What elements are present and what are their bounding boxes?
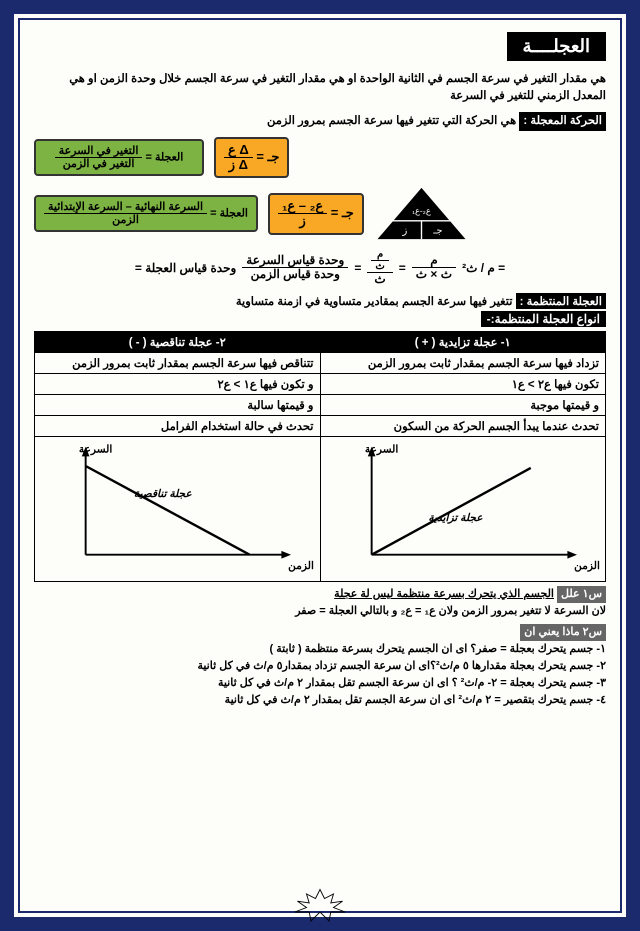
f1o-prefix: جـ = bbox=[256, 149, 279, 164]
r3c1: و قيمتها موجبة bbox=[320, 394, 606, 415]
tri-left: ز bbox=[401, 226, 407, 237]
question-2: س٢ ماذا يعني ان ١- جسم يتحرك بعجلة = صفر… bbox=[34, 624, 606, 709]
formula1-orange: جـ = Δ ع Δ ز bbox=[214, 137, 289, 179]
unit-label: وحدة قياس العجلة = bbox=[135, 261, 236, 275]
formula1-prefix: العجلة = bbox=[145, 151, 183, 163]
r1c2: تتناقص فيها سرعة الجسم بمقدار ثابت بمرور… bbox=[35, 352, 321, 373]
r3c2: و قيمتها سالبة bbox=[35, 394, 321, 415]
q2-4: ٤- جسم يتحرك بتقصير = ٢ م/ث² اى ان سرعة … bbox=[225, 694, 606, 706]
page: العجلــــة هي مقدار التغير في سرعة الجسم… bbox=[0, 0, 640, 931]
r2c1: تكون فيها ع٢ > ع١ bbox=[320, 373, 606, 394]
f2g-prefix: العجلة = bbox=[210, 208, 248, 220]
uf3d: ث × ث bbox=[412, 268, 456, 281]
uf1d: وحدة قياس الزمن bbox=[242, 268, 348, 281]
formula-row-2: العجلة = السرعة النهائية – السرعة الإبتد… bbox=[34, 186, 606, 241]
triangle-diagram: ع₂-ع₁ ز جـ bbox=[374, 186, 469, 241]
accel-motion-row: الحركة المعجلة : هي الحركة التي تتغير في… bbox=[34, 112, 606, 131]
r4c2: تحدث في حالة استخدام الفرامل bbox=[35, 415, 321, 436]
graph-cell-1: السرعة الزمن عجلة تزايدية bbox=[320, 436, 606, 581]
star-ornament-icon bbox=[275, 883, 365, 923]
accel-motion-def: هي الحركة التي تتغير فيها سرعة الجسم بمر… bbox=[267, 115, 516, 127]
f2o-prefix: جـ = bbox=[331, 205, 354, 220]
f1o-num: Δ ع bbox=[224, 143, 253, 158]
uniform-def: تتغير فيها سرعة الجسم بمقادير متساوية في… bbox=[236, 296, 513, 308]
q2-2: ٢- جسم يتحرك بعجلة مقدارها ٥ م/ث²؟اى ان … bbox=[197, 660, 606, 672]
svg-text:الزمن: الزمن bbox=[288, 560, 314, 572]
uf3n: م bbox=[412, 254, 456, 268]
table-header-2: ٢- عجلة تناقصية ( - ) bbox=[35, 331, 321, 352]
svg-text:الزمن: الزمن bbox=[574, 560, 600, 572]
accel-motion-label: الحركة المعجلة : bbox=[519, 112, 606, 131]
definition-text: هي مقدار التغير في سرعة الجسم في الثانية… bbox=[34, 71, 606, 106]
tri-top: ع₂-ع₁ bbox=[412, 207, 431, 216]
uf2d: ث bbox=[367, 273, 392, 286]
formula1-num: التغير في السرعة bbox=[55, 145, 143, 158]
q1-text: الجسم الذي يتحرك بسرعة منتظمة ليس لة عجل… bbox=[334, 588, 554, 600]
svg-text:السرعة: السرعة bbox=[364, 443, 398, 455]
q2-1: ١- جسم يتحرك بعجلة = صفر؟ اى ان الجسم يت… bbox=[270, 643, 606, 655]
formula2-green: العجلة = السرعة النهائية – السرعة الإبتد… bbox=[34, 195, 258, 232]
r1c1: تزداد فيها سرعة الجسم بمقدار ثابت بمرور … bbox=[320, 352, 606, 373]
f2o-den: ز bbox=[278, 214, 327, 228]
q2-label: س٢ ماذا يعني ان bbox=[520, 624, 606, 641]
title-badge: العجلــــة bbox=[507, 32, 607, 61]
q2-3: ٣- جسم يتحرك بعجلة = ٢- م/ث² ؟ اى ان سرع… bbox=[218, 677, 606, 689]
types-label: انواع العجلة المنتظمة:- bbox=[481, 311, 606, 327]
unit-result: = م / ث² bbox=[462, 261, 505, 275]
formula2-orange: جـ = ع₂ – ع₁ ز bbox=[268, 193, 364, 235]
r2c2: و تكون فيها ع١ > ع٢ bbox=[35, 373, 321, 394]
svg-text:السرعة: السرعة bbox=[79, 443, 113, 455]
formula1-den: التغير في الزمن bbox=[55, 158, 143, 170]
f2g-num: السرعة النهائية – السرعة الإبتدائية bbox=[44, 201, 207, 214]
q1-answer: لان السرعة لا تتغير بمرور الزمن ولان ع₁ … bbox=[295, 605, 606, 617]
formula1-green: العجلة = التغير في السرعة التغير في الزم… bbox=[34, 139, 204, 176]
graph-decreasing: السرعة الزمن عجلة تناقصية bbox=[37, 439, 318, 574]
f1o-den: Δ ز bbox=[224, 158, 253, 172]
f2o-num: ع₂ – ع₁ bbox=[278, 199, 327, 214]
graph-increasing: السرعة الزمن عجلة تزايدية bbox=[323, 439, 604, 574]
types-table: ١- عجلة تزايدية ( + ) ٢- عجلة تناقصية ( … bbox=[34, 331, 606, 582]
uf2n: م bbox=[371, 249, 388, 261]
question-1: س١ علل الجسم الذي يتحرك بسرعة منتظمة ليس… bbox=[34, 586, 606, 620]
uf2m: ث bbox=[371, 261, 388, 272]
table-header-1: ١- عجلة تزايدية ( + ) bbox=[320, 331, 606, 352]
unit-equation: وحدة قياس العجلة = وحدة قياس السرعة وحدة… bbox=[34, 249, 606, 286]
formula-row-1: العجلة = التغير في السرعة التغير في الزم… bbox=[34, 137, 606, 179]
uniform-label: العجلة المنتظمة : bbox=[516, 293, 606, 309]
svg-text:عجلة تزايدية: عجلة تزايدية bbox=[428, 511, 483, 523]
q1-label: س١ علل bbox=[557, 586, 606, 603]
graph-cell-2: السرعة الزمن عجلة تناقصية bbox=[35, 436, 321, 581]
uniform-row: العجلة المنتظمة : تتغير فيها سرعة الجسم … bbox=[34, 293, 606, 309]
f2g-den: الزمن bbox=[44, 214, 207, 226]
uf1n: وحدة قياس السرعة bbox=[242, 254, 348, 268]
tri-right: جـ bbox=[432, 226, 442, 237]
r4c1: تحدث عندما يبدأ الجسم الحركة من السكون bbox=[320, 415, 606, 436]
content-frame: العجلــــة هي مقدار التغير في سرعة الجسم… bbox=[18, 18, 622, 913]
svg-text:عجلة تناقصية: عجلة تناقصية bbox=[134, 487, 192, 499]
